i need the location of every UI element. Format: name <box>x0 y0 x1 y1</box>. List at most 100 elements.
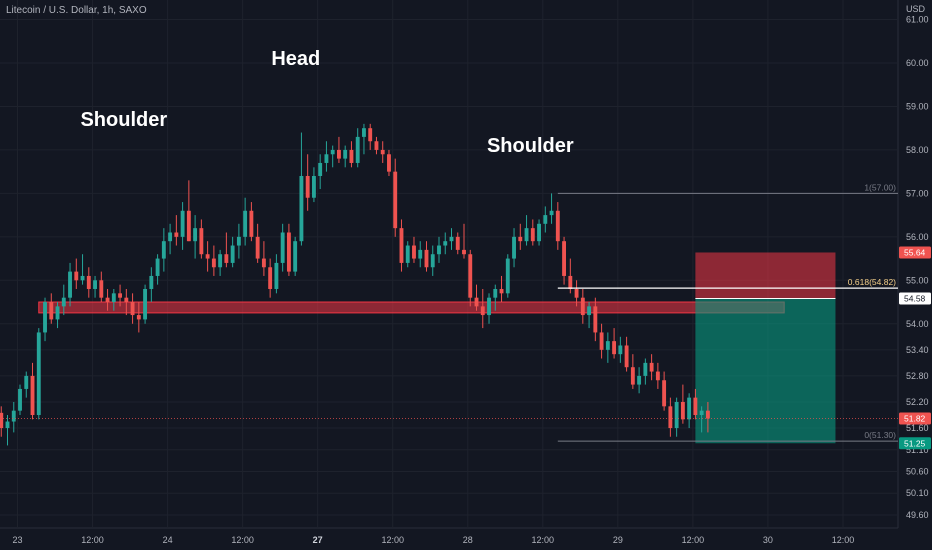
candle-body <box>305 176 310 198</box>
candle-body <box>599 332 604 350</box>
price-tick-label: 52.80 <box>906 371 929 381</box>
candle-body <box>437 245 441 255</box>
candle-body <box>99 280 104 298</box>
candle-body <box>311 176 316 198</box>
candle-body <box>24 375 29 389</box>
candle-body <box>61 297 66 307</box>
price-axis[interactable]: 61.00 60.00 59.00 58.00 57.00 56.00 55.00 54.00… <box>906 15 929 520</box>
candle-body <box>249 210 254 237</box>
candle-body <box>286 232 291 272</box>
candle-body <box>30 375 35 416</box>
price-tag <box>899 246 931 259</box>
time-tick-label: 12:00 <box>532 535 555 545</box>
time-tick-label: 12:00 <box>81 535 104 545</box>
candle-body <box>0 412 4 429</box>
price-tick-label: 56.00 <box>906 232 929 242</box>
candle-body <box>593 306 598 333</box>
price-tick-label: 59.00 <box>906 101 929 111</box>
candle-body <box>155 258 160 276</box>
price-tag <box>899 292 931 305</box>
candle-body <box>580 297 585 316</box>
candle-body <box>68 271 72 298</box>
candle-body <box>693 397 698 416</box>
price-tick-label: 60.00 <box>906 58 929 68</box>
price-tick-label: 51.10 <box>906 445 929 455</box>
candle-body <box>243 210 248 237</box>
price-tags: 55.64 54.58 51.82 51.25 <box>899 246 931 450</box>
candle-body <box>655 371 660 381</box>
candle-body <box>387 154 391 172</box>
candle-body <box>180 210 185 237</box>
time-tick-label: 12:00 <box>231 535 254 545</box>
candle-body <box>337 149 341 159</box>
chart-zones <box>38 252 836 444</box>
stop-loss-zone <box>695 252 836 299</box>
price-tick-label: 61.00 <box>906 15 929 25</box>
candlestick-series <box>0 123 710 446</box>
candle-body <box>218 254 223 268</box>
candle-body <box>462 249 466 255</box>
candle-body <box>80 275 85 281</box>
candle-body <box>555 210 560 242</box>
price-tag <box>899 412 931 425</box>
candle-body <box>512 236 516 259</box>
chart-overlay: 1(57.00) 0(51.30) 0.618(54.82) Shoulder Head… <box>0 48 898 442</box>
candle-body <box>374 141 379 150</box>
candle-body <box>230 245 235 263</box>
candle-body <box>111 293 116 303</box>
price-tick-label: 54.00 <box>906 319 929 329</box>
fib-label-0618: 0.618(54.82) <box>848 277 896 287</box>
candle-body <box>443 241 448 246</box>
time-tick-label: 12:00 <box>832 535 855 545</box>
candle-body <box>505 258 510 294</box>
candle-body <box>418 249 423 259</box>
candle-body <box>680 401 685 420</box>
candle-body <box>605 341 610 350</box>
price-tag-label: 51.25 <box>904 438 926 448</box>
pattern-annotation: Shoulder <box>80 109 167 131</box>
price-tick-label: 58.00 <box>906 145 929 155</box>
take-profit-zone <box>695 298 836 444</box>
time-tick-label: 12:00 <box>682 535 705 545</box>
candle-body <box>368 128 373 142</box>
candle-body <box>86 275 91 289</box>
price-tick-label: 57.00 <box>906 188 929 198</box>
price-tick-label: 52.20 <box>906 397 929 407</box>
price-tick-label: 50.60 <box>906 467 929 477</box>
price-tag-label: 55.64 <box>904 247 926 257</box>
candle-body <box>318 162 323 176</box>
time-tick-label: 30 <box>763 535 773 545</box>
time-tick-label: 12:00 <box>381 535 404 545</box>
candle-body <box>355 136 360 163</box>
candle-body <box>524 228 529 242</box>
candle-body <box>518 236 523 242</box>
candle-body <box>630 367 635 385</box>
pattern-annotation: Head <box>271 48 320 70</box>
candle-body <box>662 380 667 407</box>
candle-body <box>549 210 554 216</box>
price-tick-label: 53.40 <box>906 345 929 355</box>
candle-body <box>430 254 435 268</box>
price-tick-label: 51.60 <box>906 423 929 433</box>
candle-body <box>186 210 191 242</box>
fib-label-0: 0(51.30) <box>864 430 896 440</box>
candle-body <box>674 401 679 429</box>
price-tick-label: 55.00 <box>906 275 929 285</box>
time-axis[interactable]: 23 12:00 24 12:00 27 12:00 28 12:00 29 12:00 30 12:… <box>13 535 855 545</box>
candle-body <box>280 232 285 263</box>
candle-body <box>468 254 473 298</box>
candle-body <box>612 341 617 355</box>
candle-body <box>118 293 123 298</box>
candle-body <box>493 288 498 298</box>
candle-body <box>205 254 210 259</box>
candle-body <box>274 262 279 289</box>
candle-body <box>149 275 154 289</box>
candle-body <box>499 288 504 294</box>
candle-body <box>487 297 491 316</box>
candle-body <box>349 149 354 163</box>
candle-body <box>637 375 642 385</box>
candle-body <box>699 410 704 416</box>
candle-body <box>405 245 410 263</box>
time-tick-label: 27 <box>313 535 323 545</box>
